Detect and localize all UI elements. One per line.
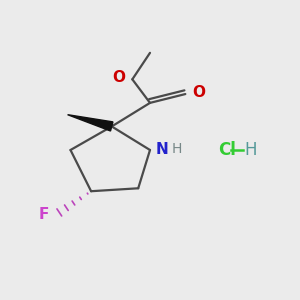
- Text: O: O: [112, 70, 125, 86]
- Text: F: F: [39, 207, 49, 222]
- Text: H: H: [244, 141, 257, 159]
- Text: Cl: Cl: [218, 141, 236, 159]
- Text: H: H: [171, 142, 182, 156]
- Text: O: O: [193, 85, 206, 100]
- Text: N: N: [155, 142, 168, 157]
- Polygon shape: [68, 115, 113, 131]
